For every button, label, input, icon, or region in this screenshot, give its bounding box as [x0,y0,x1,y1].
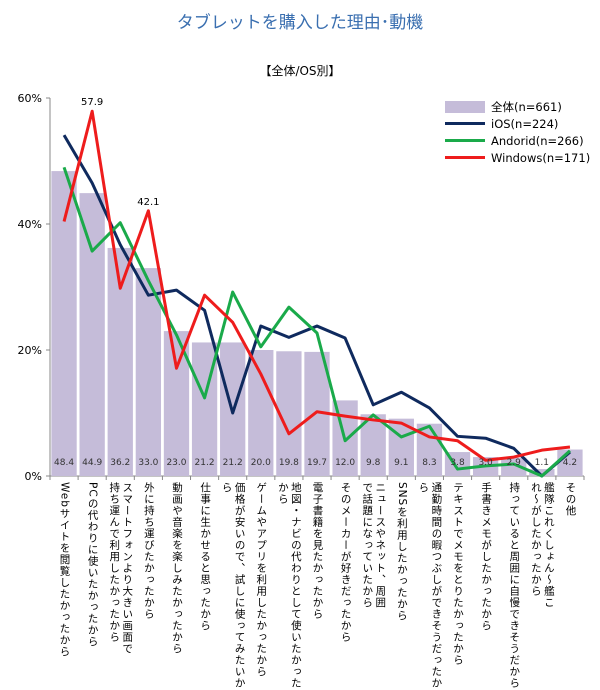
bar-data-label: 1.1 [535,458,549,468]
bar-data-label: 2.9 [507,458,522,468]
y-tick-label: 0% [25,470,42,483]
bar [51,171,77,476]
peak-annotation: 57.9 [81,97,103,108]
legend-swatch [445,156,485,159]
bar-data-label: 36.2 [110,458,130,468]
bar-data-label: 9.1 [394,458,408,468]
bar-data-label: 3.8 [450,458,465,468]
bar-data-label: 21.2 [223,458,243,468]
line-windows [62,109,571,462]
legend-item: 全体(n=661) [445,98,590,115]
bar-data-label: 21.2 [195,458,215,468]
category-label: テキストでメモをとりたかったから [452,482,465,666]
legend-item: Windows(n=171) [445,149,590,166]
category-label: ゲームやアプリを利用したかったから [255,482,268,678]
legend-swatch [445,100,485,113]
bar-data-label: 48.4 [54,458,74,468]
category-label: 通勤時間の暇つぶしができそうだったから [417,482,443,689]
bar [79,193,105,476]
category-label: その他 [564,482,577,517]
y-tick-label: 20% [18,344,42,357]
category-label: 地図・ナビの代わりとして使いたかったから [276,482,302,689]
line-ios [62,134,571,478]
category-label: スマートフォンより大きい画面で 持ち運んで利用したかったから [108,482,134,655]
bar-data-label: 19.7 [307,458,327,468]
category-label: 持っていると周囲に自慢できそうだから [508,482,521,689]
category-label: 外に持ち運びたかったから [142,482,155,620]
category-label: 動画や音楽を楽しみたかったから [170,482,183,655]
bar-data-label: 12.0 [335,458,355,468]
legend-item: Andorid(n=266) [445,132,590,149]
legend-label: Andorid(n=266) [491,133,584,148]
chart-title: タブレットを購入した理由･動機 [176,13,424,33]
category-label: Webサイトを閲覧したかったから [58,482,71,658]
category-label: SNSを利用したかったから [395,482,408,622]
chart-subtitle: 【全体/OS別】 [259,64,341,78]
bar-data-label: 33.0 [138,458,158,468]
bar-data-label: 23.0 [166,458,186,468]
category-label: 電子書籍を見たかったから [311,482,324,620]
bar [135,268,162,476]
bar-data-label: 4.2 [563,458,577,468]
legend-item: iOS(n=224) [445,115,590,132]
category-label: ニュースやネット、周囲 で話題になっていたから [361,482,387,609]
line-andorid [62,166,571,478]
category-label: 手書きメモがしたかったから [480,482,493,632]
category-label: そのメーカーが好きだったから [339,482,352,643]
legend-swatch [445,139,485,142]
bar-data-label: 19.8 [279,458,299,468]
bar [529,469,555,476]
bar-data-label: 9.8 [366,458,381,468]
bar-data-label: 20.0 [251,458,271,468]
legend-label: iOS(n=224) [491,116,559,131]
category-label: 仕事に生かせると思ったから [199,482,212,632]
legend-swatch [445,122,485,125]
bar-data-label: 3.0 [478,458,493,468]
peak-annotation: 42.1 [137,197,159,208]
category-label: 艦隊これくしょん～艦こ れ～がしたかったから [529,482,555,609]
legend: 全体(n=661) iOS(n=224) Andorid(n=266) Windows… [445,98,590,166]
bar [501,457,527,476]
category-label: 価格が安いので、試しに使ってみたいから [220,482,246,689]
bar-data-label: 44.9 [82,458,102,468]
legend-label: 全体(n=661) [491,99,562,114]
legend-label: Windows(n=171) [491,150,591,165]
y-tick-label: 40% [18,218,42,231]
bar-data-label: 8.3 [422,458,436,468]
y-tick-label: 60% [18,92,42,105]
category-label: PCの代わりに使いたかったから [86,482,99,648]
